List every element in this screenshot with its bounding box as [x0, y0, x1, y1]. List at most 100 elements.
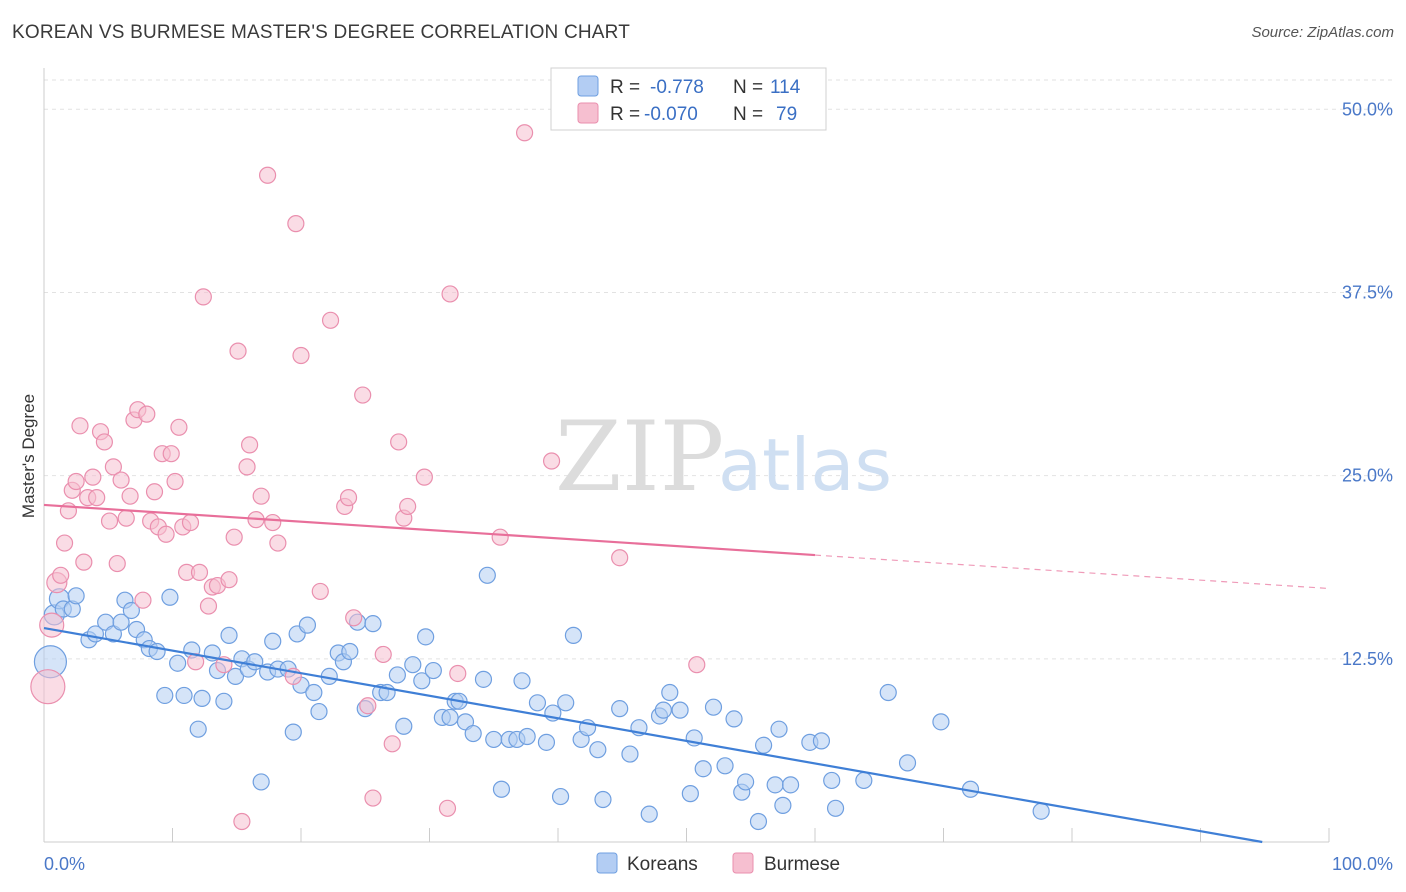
- burmese-point: [162, 445, 180, 463]
- korean-point: [474, 670, 493, 688]
- axes: [43, 68, 1330, 843]
- burmese-point: [166, 472, 184, 491]
- burmese-point: [321, 311, 340, 329]
- burmese-point: [88, 489, 106, 507]
- legend-r-value-burmese: -0.070: [644, 104, 698, 125]
- korean-point: [264, 632, 282, 650]
- burmese-point: [75, 553, 93, 571]
- korean-point: [518, 727, 536, 746]
- korean-point: [661, 683, 679, 702]
- korean-point: [246, 653, 264, 671]
- burmese-point: [112, 471, 130, 489]
- korean-point: [654, 701, 672, 719]
- burmese-point: [55, 534, 74, 552]
- burmese-point: [374, 645, 392, 664]
- korean-point: [611, 700, 629, 718]
- korean-point: [754, 736, 773, 754]
- burmese-point: [399, 497, 417, 516]
- korean-point: [716, 757, 734, 775]
- x-tick-label-max: 100.0%: [1332, 854, 1393, 874]
- burmese-point: [252, 487, 270, 505]
- burmese-point: [52, 566, 70, 584]
- korean-point: [823, 771, 841, 790]
- burmese-point: [438, 799, 457, 817]
- korean-point: [589, 741, 607, 759]
- burmese-point: [491, 528, 509, 546]
- legend-n-value-burmese: 79: [776, 104, 797, 125]
- burmese-point: [229, 342, 247, 360]
- korean-point: [537, 733, 556, 751]
- bottom-legend-swatch-burmese: [732, 852, 754, 874]
- korean-point: [478, 566, 496, 584]
- burmese-point: [345, 609, 363, 627]
- watermark: ZIP atlas: [555, 401, 892, 513]
- burmese-point: [390, 433, 408, 451]
- burmese-point: [104, 458, 122, 476]
- korean-point: [67, 587, 85, 605]
- korean-point: [671, 701, 689, 719]
- korean-point: [513, 672, 531, 690]
- korean-point: [161, 588, 179, 606]
- burmese-point: [441, 285, 459, 303]
- korean-point: [156, 686, 174, 705]
- y-axis-label: Master's Degree: [19, 394, 38, 518]
- burmese-point: [364, 789, 382, 807]
- korean-trend-line: [43, 626, 1263, 844]
- burmese-point: [170, 418, 188, 436]
- burmese-point: [199, 597, 218, 615]
- burmese-point: [611, 549, 629, 567]
- burmese-point: [311, 582, 329, 601]
- trend-lines: [43, 503, 1330, 844]
- korean-point: [364, 615, 382, 633]
- korean-point: [879, 683, 897, 702]
- burmese-point: [71, 417, 89, 435]
- korean-point: [175, 686, 193, 705]
- korean-point: [774, 796, 792, 814]
- korean-point: [112, 613, 130, 631]
- korean-point: [193, 689, 211, 707]
- korean-point: [298, 616, 317, 634]
- korean-point: [441, 708, 459, 727]
- korean-point: [404, 656, 422, 674]
- korean-point: [122, 601, 140, 620]
- burmese-point: [190, 563, 209, 581]
- korean-point: [557, 694, 575, 712]
- watermark-zip: ZIP: [555, 401, 724, 513]
- korean-point: [226, 667, 245, 686]
- burmese-point: [238, 458, 256, 476]
- data-points: [30, 124, 1050, 831]
- burmese-point: [354, 386, 372, 404]
- korean-point: [640, 805, 658, 823]
- legend-r-value-koreans: -0.778: [650, 77, 704, 98]
- bottom-legend: Koreans Burmese: [596, 852, 840, 875]
- burmese-point: [225, 528, 243, 546]
- x-tick-labels: 0.0% 100.0%: [44, 854, 1393, 874]
- legend-swatch-koreans: [577, 75, 599, 97]
- korean-point: [189, 720, 207, 738]
- burmese-point: [241, 436, 259, 454]
- korean-point: [284, 723, 302, 741]
- legend-n-label-koreans: N =: [733, 77, 763, 98]
- legend-swatch-burmese: [577, 102, 599, 124]
- grid-lines: [44, 79, 1394, 660]
- burmese-point: [39, 612, 65, 638]
- burmese-point: [515, 124, 534, 142]
- y-tick-label: 12.5%: [1342, 649, 1393, 669]
- korean-point: [1032, 802, 1050, 820]
- korean-point: [704, 698, 723, 716]
- burmese-point: [233, 812, 251, 831]
- y-tick-label: 37.5%: [1342, 282, 1393, 302]
- burmese-point: [264, 513, 282, 532]
- legend-n-value-koreans: 114: [770, 77, 801, 98]
- watermark-atlas: atlas: [718, 423, 892, 507]
- korean-point: [388, 666, 406, 684]
- legend-r-label-koreans: R =: [610, 77, 640, 98]
- burmese-point: [95, 433, 113, 451]
- burmese-point: [258, 166, 277, 184]
- burmese-point: [194, 288, 212, 306]
- y-tick-label: 25.0%: [1342, 466, 1393, 486]
- burmese-point: [383, 735, 401, 753]
- burmese-point: [359, 697, 377, 715]
- legend: R = -0.778 N = 114 R = -0.070 N = 79: [550, 67, 827, 131]
